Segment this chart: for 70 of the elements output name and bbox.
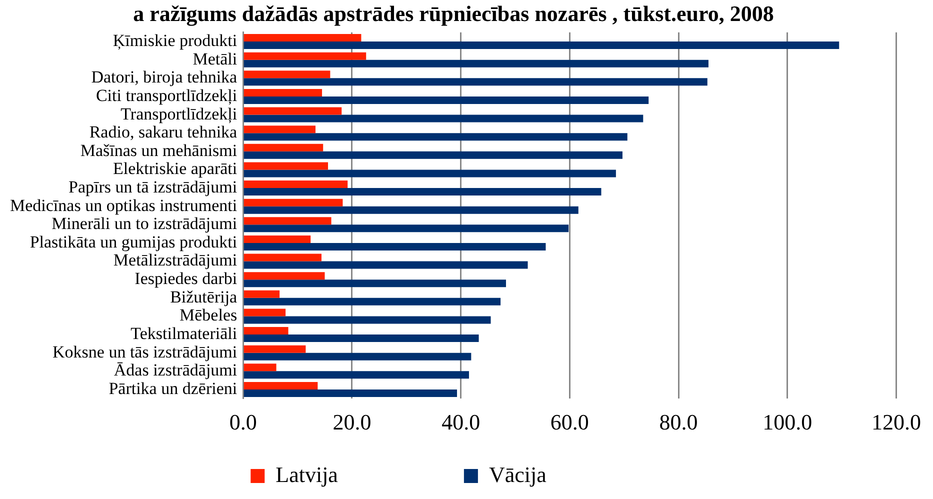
bar (244, 242, 546, 250)
bar (244, 114, 644, 122)
bar (244, 107, 342, 115)
bar (244, 371, 469, 379)
bar (244, 162, 328, 170)
bar (244, 272, 325, 280)
bar (244, 217, 332, 225)
x-tick-label: 120.0 (872, 410, 921, 435)
bar (244, 224, 569, 232)
y-tick-label: Citi transportlīdzekļi (96, 86, 238, 105)
bar (244, 334, 479, 342)
bar (244, 261, 528, 269)
y-tick-label: Ķīmiskie produkti (112, 31, 238, 50)
y-tick-label: Ādas izstrādājumi (114, 360, 238, 380)
bar (244, 235, 311, 243)
bar (244, 308, 286, 316)
bar (244, 42, 840, 50)
bar (244, 382, 318, 390)
legend-label: Vācija (488, 462, 656, 487)
y-tick-label: Koksne un tās izstrādājumi (52, 342, 238, 362)
y-tick-label: Elektriskie aparāti (112, 159, 238, 178)
y-tick-label: Datori, biroja tehnika (91, 68, 238, 87)
y-tick-label: Transportlīdzekļi (120, 104, 238, 124)
bar (244, 188, 602, 196)
bar (244, 198, 343, 206)
bar (244, 151, 622, 159)
x-tick-label: 100.0 (762, 410, 812, 435)
bar (244, 70, 330, 78)
x-tick-label: 60.0 (550, 410, 589, 435)
chart-title: a ražīgums dažādās apstrādes rūpniecības nozarēs , tūkst.euro, 2008 (133, 0, 774, 26)
bar (244, 170, 616, 178)
bar (244, 52, 366, 60)
x-tick-label: 20.0 (332, 410, 372, 435)
y-tick-label: Bižutērija (170, 287, 238, 306)
y-tick-label: Mēbeles (180, 306, 238, 325)
bar (244, 180, 348, 188)
bar (244, 280, 506, 288)
bar (244, 316, 491, 324)
y-tick-label: Metāli (192, 49, 238, 68)
y-tick-label: Minerāli un to izstrādājumi (52, 214, 238, 234)
bar (244, 364, 276, 372)
legend-label: Latvija (276, 462, 448, 487)
bar (244, 389, 458, 397)
bar (244, 352, 472, 360)
y-tick-label: Medicīnas un optikas instrumenti (10, 196, 238, 215)
y-tick-label: Plastikāta un gumijas produkti (30, 232, 238, 252)
x-tick-label: 0.0 (229, 410, 257, 435)
bar (244, 327, 288, 335)
bar (244, 88, 322, 96)
y-tick-label: Mašīnas un mehānismi (80, 140, 238, 160)
bar (244, 133, 628, 141)
y-tick-label: Radio, sakaru tehnika (89, 122, 238, 142)
bar (244, 345, 306, 353)
y-tick-label: Papīrs un tā izstrādājumi (68, 178, 238, 197)
bar (244, 34, 362, 42)
x-tick-label: 80.0 (659, 410, 698, 435)
bar (244, 60, 708, 68)
y-tick-label: Iespiedes darbi (134, 269, 238, 288)
bar (244, 126, 316, 134)
y-tick-label: Metālizstrādājumi (113, 250, 238, 270)
bar (244, 254, 322, 262)
bar (244, 78, 708, 86)
y-tick-label: Tekstilmateriāli (130, 324, 238, 343)
bar (244, 144, 324, 152)
x-tick-label: 40.0 (442, 410, 480, 435)
bar (244, 206, 578, 214)
bar (244, 96, 649, 104)
y-tick-label: Pārtika un dzērieni (108, 378, 238, 398)
bar (244, 298, 501, 306)
bar (244, 290, 280, 298)
